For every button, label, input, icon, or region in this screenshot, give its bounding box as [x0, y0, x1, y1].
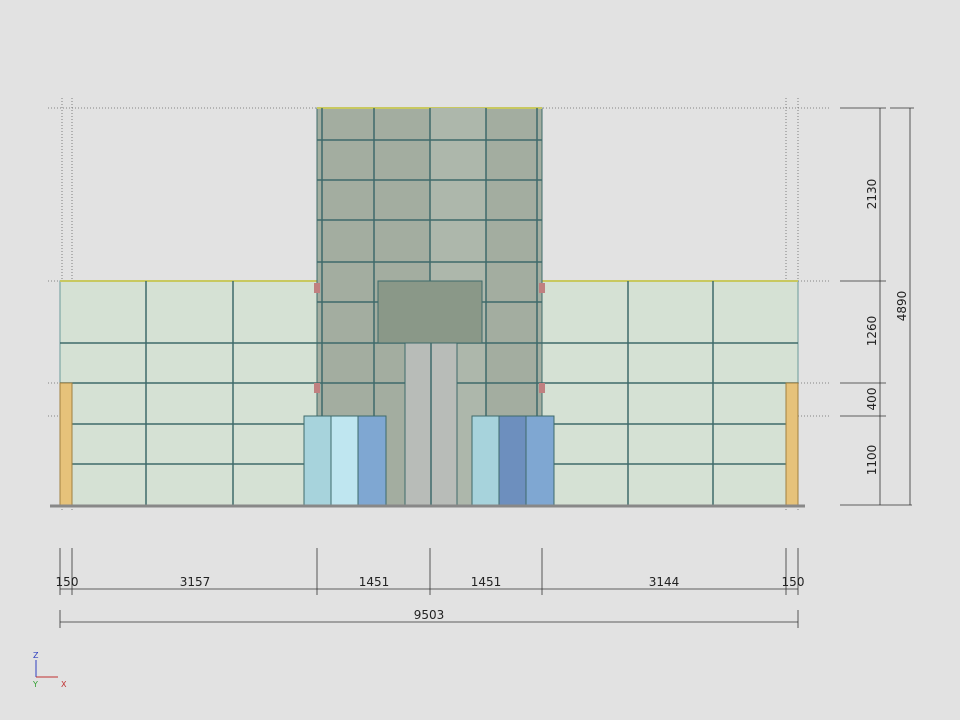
dimension-label: 150 — [782, 575, 805, 589]
right-wing — [541, 280, 799, 506]
dimension-label: 1100 — [865, 445, 879, 476]
total-height-label: 4890 — [895, 291, 909, 322]
axis-gizmo: Z Y X — [32, 651, 67, 689]
axis-label: Z — [33, 651, 39, 660]
entrance-boxes — [303, 415, 555, 506]
dimension-label: 2130 — [865, 179, 879, 210]
dimension-label: 1451 — [471, 575, 502, 589]
dimension-label: 1260 — [865, 316, 879, 347]
wing-grid — [60, 281, 798, 505]
left-wing — [59, 280, 318, 506]
dimension-label: 150 — [56, 575, 79, 589]
dimension-label: 1451 — [359, 575, 390, 589]
dimension-label: 3144 — [649, 575, 680, 589]
total-dimension-label: 9503 — [414, 608, 445, 622]
axis-label: Y — [32, 680, 38, 689]
dimension-label: 3157 — [180, 575, 211, 589]
axis-label: X — [61, 680, 67, 689]
horizontal-dimensions — [59, 548, 799, 628]
dimension-label: 400 — [865, 388, 879, 411]
building-elevation — [50, 107, 805, 508]
vertical-dimensions — [840, 107, 914, 506]
